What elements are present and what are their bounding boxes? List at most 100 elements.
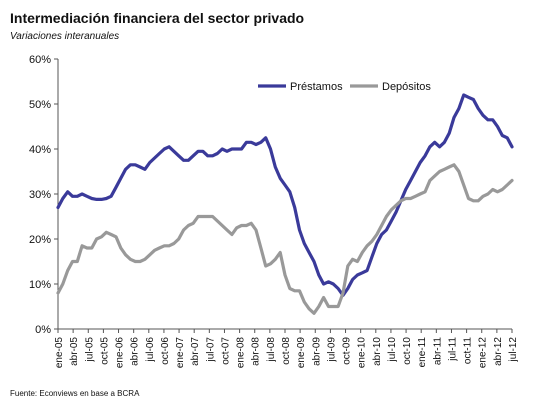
data-point-prestamos [385,229,387,231]
data-point-prestamos [96,198,98,200]
data-point-prestamos [371,256,373,258]
data-point-depositos [385,216,387,218]
data-point-depositos [424,191,426,193]
data-point-depositos [477,200,479,202]
x-tick-label: ene-09 [296,337,307,369]
data-point-prestamos [192,155,194,157]
data-point-prestamos [67,191,69,193]
data-point-prestamos [81,193,83,195]
data-point-prestamos [361,272,363,274]
x-tick-label: jul-08 [266,337,277,363]
data-point-depositos [414,195,416,197]
data-point-depositos [453,164,455,166]
series-line-depositos [56,163,514,315]
data-point-depositos [279,252,281,254]
data-point-depositos [71,261,73,263]
data-point-depositos [381,225,383,227]
x-tick-label: ene-07 [175,337,186,369]
data-point-prestamos [62,198,64,200]
data-point-prestamos [139,166,141,168]
data-point-depositos [313,312,315,314]
x-tick-label: ene-06 [115,337,126,369]
data-point-prestamos [71,195,73,197]
data-point-prestamos [158,153,160,155]
data-point-prestamos [76,195,78,197]
x-tick-label: abr-05 [69,337,80,366]
data-point-depositos [144,258,146,260]
data-point-prestamos [313,261,315,263]
x-tick-label: ene-12 [478,337,489,369]
data-point-prestamos [226,150,228,152]
data-point-depositos [347,265,349,267]
data-point-depositos [511,180,513,182]
x-tick-label: ene-05 [54,337,65,369]
data-point-depositos [361,252,363,254]
x-tick-label: ene-10 [357,337,368,369]
x-tick-label: oct-06 [160,337,171,365]
legend-label-depositos: Depósitos [382,81,431,93]
data-point-depositos [371,240,373,242]
data-point-depositos [125,254,127,256]
y-tick-label: 40% [29,144,51,156]
data-point-depositos [221,225,223,227]
data-point-prestamos [327,281,329,283]
x-tick-label: abr-11 [432,337,443,366]
data-point-depositos [303,301,305,303]
data-point-depositos [134,261,136,263]
data-point-depositos [492,189,494,191]
data-point-depositos [129,258,131,260]
data-point-prestamos [395,211,397,213]
y-tick-label: 30% [29,189,51,201]
x-tick-label: jul-07 [205,337,216,363]
data-point-prestamos [129,164,131,166]
data-point-depositos [120,247,122,249]
data-point-prestamos [501,135,503,137]
data-point-depositos [62,283,64,285]
data-point-depositos [448,166,450,168]
data-point-depositos [434,175,436,177]
data-point-depositos [236,227,238,229]
data-point-prestamos [115,186,117,188]
data-point-prestamos [168,146,170,148]
y-tick-label: 0% [35,324,51,336]
data-point-prestamos [265,137,267,139]
data-point-depositos [187,225,189,227]
data-point-prestamos [332,283,334,285]
data-point-depositos [158,247,160,249]
data-point-prestamos [134,164,136,166]
data-point-depositos [327,306,329,308]
data-point-prestamos [434,141,436,143]
data-point-depositos [105,231,107,233]
x-tick-label: abr-08 [251,337,262,366]
data-point-prestamos [381,234,383,236]
data-point-depositos [202,216,204,218]
data-point-prestamos [270,148,272,150]
data-point-prestamos [347,288,349,290]
data-point-prestamos [178,155,180,157]
x-tick-label: ene-08 [236,337,247,369]
data-point-depositos [482,195,484,197]
x-tick-label: abr-10 [372,337,383,366]
data-point-depositos [463,184,465,186]
data-point-depositos [318,306,320,308]
data-point-depositos [390,209,392,211]
x-tick-label: abr-06 [130,337,141,366]
data-point-prestamos [91,198,93,200]
data-point-prestamos [429,146,431,148]
data-point-depositos [265,265,267,267]
data-point-depositos [506,184,508,186]
data-point-prestamos [439,146,441,148]
data-point-prestamos [390,220,392,222]
data-point-depositos [81,245,83,247]
data-point-depositos [115,236,117,238]
data-point-prestamos [110,195,112,197]
data-point-depositos [342,292,344,294]
x-tick-label: jul-12 [508,337,519,363]
data-point-prestamos [260,141,262,143]
data-point-prestamos [376,243,378,245]
data-point-prestamos [212,155,214,157]
data-point-depositos [178,238,180,240]
x-tick-label: jul-10 [387,337,398,363]
data-point-depositos [298,290,300,292]
